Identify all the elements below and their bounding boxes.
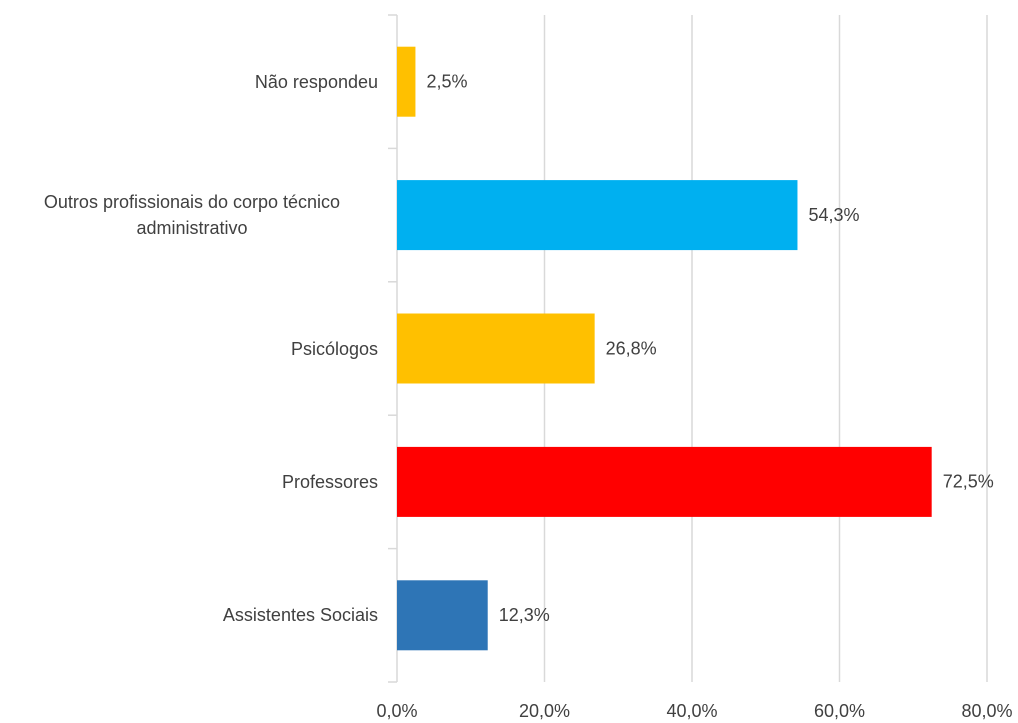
y-tick-label: Assistentes Sociais <box>222 605 378 626</box>
x-tick-label: 60,0% <box>814 701 865 721</box>
bar <box>397 446 932 517</box>
value-label: 2,5% <box>426 71 467 91</box>
y-tick-label: Outros profissionais do corpo técnico ad… <box>43 192 341 239</box>
y-tick-label: Professores <box>281 471 378 492</box>
bar <box>397 46 416 117</box>
bar <box>397 580 488 651</box>
x-tick-label: 80,0% <box>961 701 1012 721</box>
category-label-box: Assistentes Sociais <box>0 575 378 655</box>
value-label: 54,3% <box>808 205 859 225</box>
value-label: 12,3% <box>499 605 550 625</box>
bar <box>397 313 595 384</box>
y-tick-label: Psicólogos <box>290 338 378 359</box>
x-tick-label: 0,0% <box>376 701 417 721</box>
y-tick-label: Não respondeu <box>254 71 378 92</box>
category-label-box: Outros profissionais do corpo técnico ad… <box>0 175 378 255</box>
bar <box>397 180 798 251</box>
x-tick-label: 20,0% <box>519 701 570 721</box>
value-label: 72,5% <box>943 472 994 492</box>
category-label-box: Não respondeu <box>0 42 378 122</box>
x-tick-label: 40,0% <box>666 701 717 721</box>
category-label-box: Psicólogos <box>0 309 378 389</box>
value-label: 26,8% <box>606 338 657 358</box>
category-label-box: Professores <box>0 442 378 522</box>
